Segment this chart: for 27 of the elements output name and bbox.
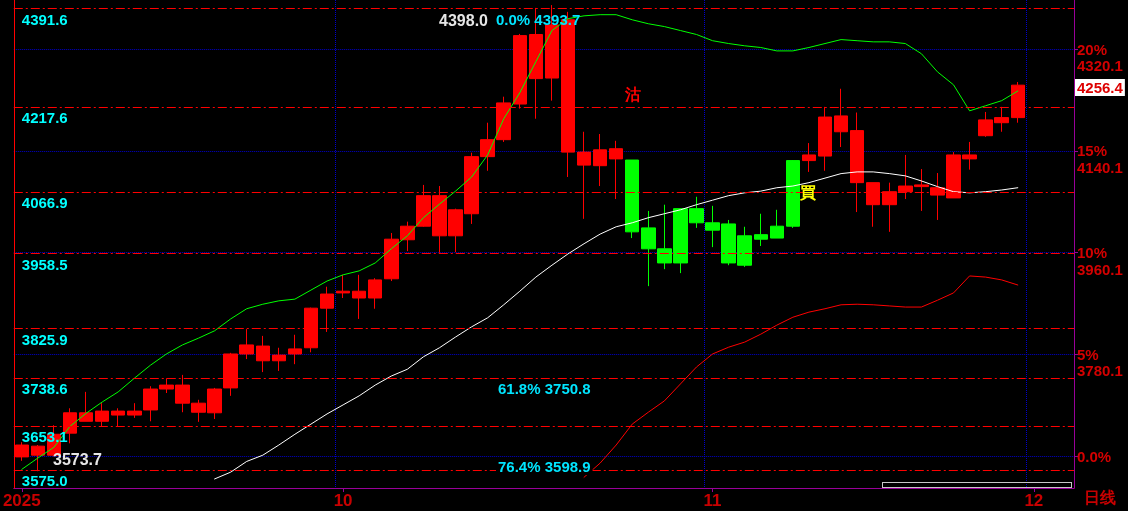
y-tick-label: 3575.0 (21, 472, 68, 490)
y2-tick-label: 5% (1077, 345, 1099, 363)
y2-tick-label: 20% (1077, 40, 1108, 58)
y-tick-label: 3738.6 (21, 379, 68, 397)
text: 日线 (1084, 488, 1116, 506)
text: 4256.4 (1077, 79, 1124, 96)
annotation: 61.8% 3750.8 (498, 380, 591, 397)
y2-tick-label: 15% (1077, 142, 1108, 160)
y2-tick-label: 10% (1077, 244, 1108, 262)
x-tick-label: 10 (333, 491, 353, 510)
y3-tick-label: 4140.1 (1077, 158, 1123, 176)
x-tick-label: 2025 (2, 491, 41, 510)
y3-tick-label: 3960.1 (1077, 260, 1123, 278)
y2-tick-label: 0.0% (1077, 447, 1112, 465)
y3-tick-label: 4320.1 (1077, 57, 1123, 75)
y3-tick-label: 3780.1 (1077, 362, 1123, 380)
y-tick-label: 3825.9 (21, 330, 68, 348)
annotation: 76.4% 3598.9 (498, 458, 591, 475)
y-tick-label: 3958.5 (21, 255, 68, 273)
x-tick-label: 11 (703, 491, 722, 510)
x-tick-label: 12 (1024, 491, 1044, 510)
annotation: 3573.7 (53, 450, 103, 468)
y-tick-label: 4066.9 (21, 194, 68, 212)
y-tick-label: 4391.6 (21, 10, 68, 28)
annotation: 4398.0 (439, 11, 489, 29)
y-tick-label: 4217.6 (21, 109, 68, 127)
annotation: 沽 (624, 85, 641, 103)
